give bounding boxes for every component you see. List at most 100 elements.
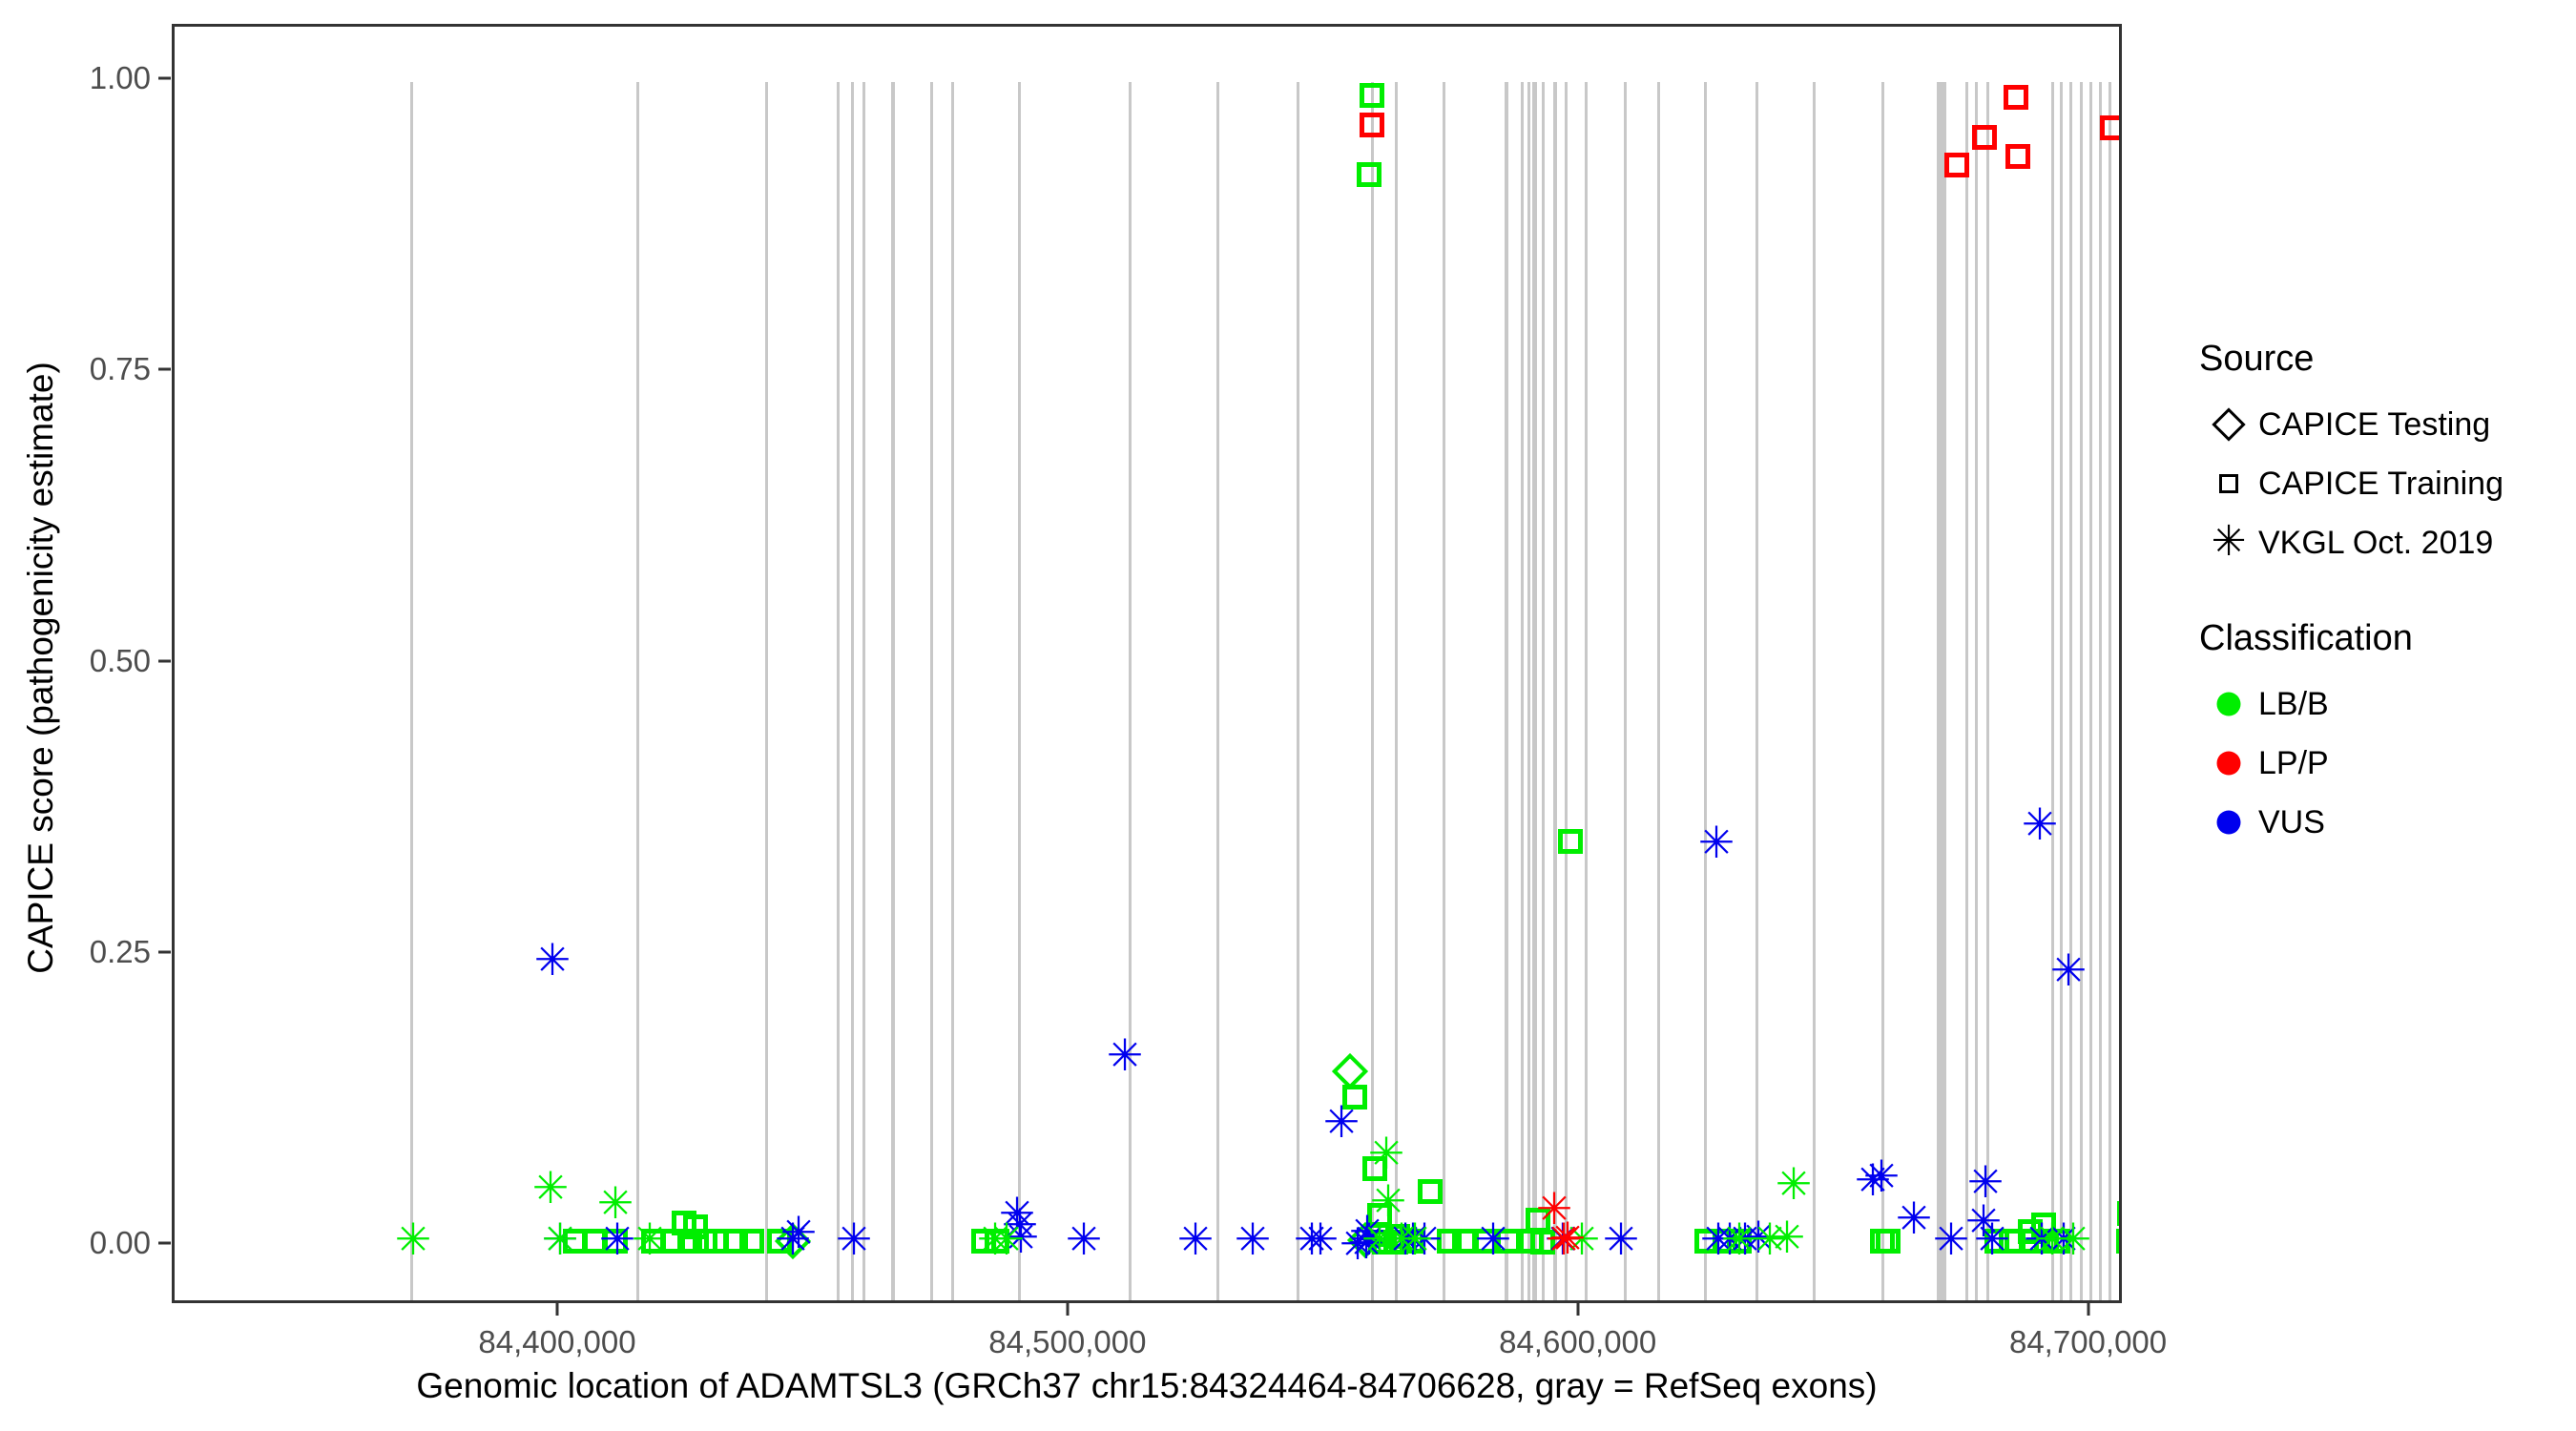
scatter-point	[1418, 1178, 1443, 1204]
scatter-point	[1372, 1230, 1397, 1255]
y-tick-label: 0.75	[89, 351, 151, 387]
y-tick-label: 0.00	[89, 1225, 151, 1260]
scatter-point: ✳	[1711, 1213, 1749, 1266]
y-tick-label: 0.25	[89, 933, 151, 969]
refseq-exon-band	[636, 82, 639, 1300]
legend-item-vkgl[interactable]: ✳ VKGL Oct. 2019	[2199, 513, 2571, 572]
scatter-point	[2116, 1229, 2119, 1255]
scatter-point: ✳	[1405, 1213, 1444, 1266]
refseq-exon-band	[410, 82, 413, 1300]
x-tick-mark	[555, 1303, 559, 1316]
scatter-point: ✳	[1474, 1213, 1512, 1266]
y-tick-label: 0.50	[89, 642, 151, 678]
legend-title-source: Source	[2199, 339, 2315, 379]
scatter-point: ✳	[1350, 1213, 1388, 1266]
scatter-point: ✳	[1347, 1216, 1385, 1269]
y-tick-mark	[158, 659, 171, 662]
refseq-exon-band	[765, 82, 768, 1300]
legend-item-capice-testing[interactable]: CAPICE Testing	[2199, 395, 2571, 454]
scatter-point: ✳	[394, 1213, 432, 1266]
scatter-point: ✳	[531, 1162, 570, 1214]
scatter-point: ✳	[1386, 1213, 1424, 1266]
refseq-exon-band	[891, 82, 895, 1300]
refseq-exon-band	[2109, 82, 2111, 1300]
scatter-point	[1496, 1229, 1521, 1255]
refseq-exon-band	[862, 82, 865, 1300]
scatter-point	[774, 1223, 812, 1260]
x-tick-mark	[2087, 1303, 2090, 1316]
legend-label-capice-training: CAPICE Training	[2258, 465, 2503, 502]
lbb-color-dot-icon	[2199, 674, 2258, 734]
scatter-point: ✳	[779, 1206, 818, 1258]
scatter-point: ✳	[1301, 1213, 1340, 1266]
scatter-point	[1437, 1229, 1462, 1255]
legend: Source CAPICE Testing CAPICE Training ✳ …	[2199, 339, 2571, 852]
scatter-point: ✳	[1775, 1157, 1813, 1210]
x-tick-label: 84,400,000	[478, 1324, 636, 1359]
scatter-point	[1385, 1224, 1410, 1250]
refseq-exon-band	[851, 82, 854, 1300]
scatter-point	[2117, 1200, 2119, 1226]
scatter-point: ✳	[541, 1213, 579, 1266]
refseq-exon-band	[1532, 82, 1537, 1300]
legend-item-lbb[interactable]: LB/B	[2199, 674, 2571, 734]
refseq-exon-band	[1297, 82, 1299, 1300]
scatter-point: ✳	[1106, 1029, 1144, 1082]
scatter-point	[1558, 829, 1583, 855]
scatter-point	[1876, 1229, 1901, 1255]
scatter-point	[2034, 1229, 2059, 1255]
scatter-point: ✳	[1699, 1213, 1737, 1266]
scatter-point	[1362, 1156, 1387, 1182]
scatter-point	[683, 1214, 708, 1240]
scatter-point	[1331, 1052, 1369, 1089]
scatter-point: ✳	[533, 934, 571, 986]
scatter-point	[2046, 1229, 2070, 1255]
refseq-exon-band	[2080, 82, 2083, 1300]
legend-label-lbb: LB/B	[2258, 685, 2329, 722]
refseq-exon-band	[1585, 82, 1588, 1300]
x-tick-label: 84,500,000	[988, 1324, 1147, 1359]
scatter-point	[1452, 1229, 1477, 1255]
scatter-point: ✳	[1176, 1213, 1215, 1266]
scatter-point	[672, 1210, 696, 1235]
legend-label-capice-testing: CAPICE Testing	[2258, 405, 2491, 443]
asterisk-icon: ✳	[2199, 513, 2258, 572]
legend-item-vus[interactable]: VUS	[2199, 793, 2571, 852]
scatter-point: ✳	[1602, 1213, 1640, 1266]
y-tick-mark	[158, 76, 171, 80]
scatter-point: ✳	[598, 1213, 636, 1266]
refseq-exon-band	[2099, 82, 2102, 1300]
legend-item-lpp[interactable]: LP/P	[2199, 734, 2571, 793]
scatter-point: ✳	[1322, 1095, 1361, 1148]
refseq-exon-band	[2120, 82, 2122, 1300]
scatter-point: ✳	[1234, 1213, 1272, 1266]
scatter-point	[704, 1229, 729, 1255]
refseq-exon-band	[1542, 82, 1545, 1300]
scatter-point	[603, 1229, 628, 1255]
refseq-exon-band	[1755, 82, 1758, 1300]
refseq-exon-band	[1937, 82, 1946, 1300]
scatter-point: ✳	[1854, 1153, 1892, 1206]
refseq-exon-band	[951, 82, 954, 1300]
scatter-point	[563, 1229, 588, 1255]
scatter-point: ✳	[1544, 1213, 1582, 1266]
legend-label-vus: VUS	[2258, 803, 2325, 840]
scatter-point: ✳	[1396, 1213, 1434, 1266]
scatter-point: ✳	[1545, 1213, 1583, 1266]
refseq-exon-band	[1965, 82, 1968, 1300]
legend-item-capice-training[interactable]: CAPICE Training	[2199, 454, 2571, 513]
scatter-point: ✳	[976, 1213, 1014, 1266]
scatter-point: ✳	[1751, 1213, 1789, 1266]
scatter-point: ✳	[1548, 1212, 1587, 1264]
scatter-point	[677, 1229, 702, 1255]
scatter-point	[660, 1229, 685, 1255]
refseq-exon-band	[1129, 82, 1132, 1300]
scatter-point	[582, 1229, 607, 1255]
legend-label-vkgl: VKGL Oct. 2019	[2258, 524, 2494, 561]
plot-panel[interactable]: ✳ ✳ ✳ ✳ ✳ ✳ ✳ ✳ ✳ ✳ ✳ ✳ ✳ ✳ ✳ ✳ ✳ ✳ ✳ ✳ ✳ ✳ ✳ ✳ ✳ ✳ ✳ ✳ ✳ ✳ ✳ ✳ ✳ ✳ ✳ ✳ ✳ ✳ ✳ ✳…	[172, 24, 2122, 1303]
refseq-exon-band	[1657, 82, 1660, 1300]
scatter-point: ✳	[631, 1213, 669, 1266]
scatter-point: ✳	[1697, 816, 1735, 868]
legend-spacer	[2199, 572, 2571, 618]
refseq-exon-band	[1505, 82, 1508, 1300]
